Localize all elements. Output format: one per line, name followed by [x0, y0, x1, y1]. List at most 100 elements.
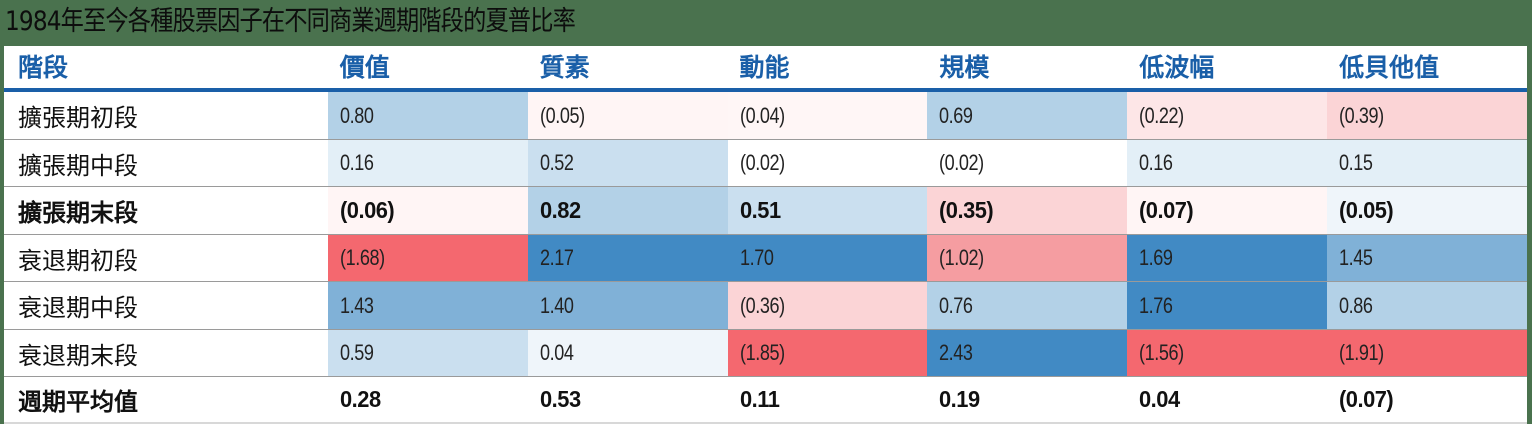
row-label: 衰退期初段: [18, 246, 138, 275]
column-header-value: 價值: [339, 53, 390, 82]
heatmap-cell: (0.36): [727, 282, 928, 329]
heatmap-cell: 0.76: [927, 282, 1128, 329]
cell-value: (0.07): [1139, 197, 1194, 223]
cell-value: (0.05): [1339, 197, 1394, 223]
heatmap-cell: (0.02): [927, 140, 1128, 186]
heatmap-cell: 0.52: [527, 140, 728, 186]
cell-value: 0.82: [539, 197, 581, 223]
cell-value: 1.69: [1139, 245, 1173, 270]
cell-value: 1.43: [339, 292, 374, 318]
heatmap-cell: (0.35): [927, 187, 1128, 234]
cell-value: (0.36): [739, 292, 785, 318]
row-label: 週期平均值: [18, 388, 138, 416]
chart-title: 1984年至今各種股票因子在不同商業週期階段的夏普比率: [5, 6, 576, 37]
table-row: 擴張期末段 (0.06) 0.82 0.51 (0.35) (0.07) (0.05): [4, 187, 1528, 235]
table-row: 衰退期末段 0.59 0.04 (1.85) 2.43 (1.56) (1.91): [4, 330, 1528, 377]
column-header-momentum: 動能: [739, 53, 790, 82]
heatmap-cell: 0.16: [1127, 140, 1328, 186]
table-row: 衰退期中段 1.43 1.40 (0.36) 0.76 1.76 0.86: [4, 282, 1528, 330]
row-label: 擴張期初段: [18, 104, 138, 132]
cell-value: (0.04): [739, 102, 785, 128]
heatmap-cell: (0.22): [1127, 92, 1328, 139]
table-row: 衰退期初段 (1.68) 2.17 1.70 (1.02) 1.69 1.45: [4, 235, 1528, 282]
cell-value: 0.86: [1339, 292, 1373, 318]
heatmap-cell: (0.39): [1327, 92, 1528, 139]
heatmap-cell: 0.19: [927, 377, 1128, 422]
heatmap-cell: (1.85): [727, 330, 928, 376]
heatmap-cell: 1.69: [1127, 235, 1328, 281]
cell-value: 2.43: [939, 340, 973, 365]
heatmap-cell: 1.70: [727, 235, 928, 281]
cell-value: (1.85): [739, 340, 785, 365]
cell-value: (1.56): [1139, 340, 1184, 365]
heatmap-cell: 0.04: [527, 330, 728, 376]
cell-value: (0.39): [1339, 102, 1384, 128]
cell-value: 0.80: [339, 102, 374, 128]
cell-value: 0.51: [739, 197, 781, 223]
cell-value: 0.11: [739, 386, 780, 412]
cell-value: (1.91): [1339, 340, 1384, 365]
cell-value: 0.52: [539, 150, 574, 175]
cell-value: 0.19: [939, 386, 981, 412]
heatmap-cell: (0.04): [727, 92, 928, 139]
heatmap-cell: 1.40: [527, 282, 728, 329]
cell-value: 0.69: [939, 102, 973, 128]
row-label: 衰退期末段: [18, 341, 138, 370]
cell-value: 0.53: [539, 386, 581, 412]
cell-value: 0.76: [939, 292, 973, 318]
cell-value: 1.45: [1339, 245, 1373, 270]
cell-value: 0.16: [1139, 150, 1173, 175]
heatmap-cell: 1.76: [1127, 282, 1328, 329]
row-label: 擴張期中段: [18, 151, 138, 180]
heatmap-cell: 0.82: [527, 187, 728, 234]
table-header-row: 階段 價值 質素 動能 規模 低波幅 低貝他值: [4, 46, 1527, 92]
cell-value: (0.02): [939, 150, 985, 175]
cell-value: 0.28: [339, 386, 381, 412]
cell-value: 0.16: [339, 150, 374, 175]
cell-value: (0.07): [1339, 386, 1394, 412]
cell-value: 2.17: [539, 245, 574, 270]
heatmap-cell: 2.43: [927, 330, 1128, 376]
column-header-size: 規模: [939, 53, 990, 82]
table-row: 擴張期初段 0.80 (0.05) (0.04) 0.69 (0.22) (0.39): [4, 92, 1528, 140]
heatmap-cell: 0.04: [1127, 377, 1328, 422]
cell-value: (0.35): [939, 197, 994, 223]
heatmap-cell: 1.45: [1327, 235, 1528, 281]
heatmap-cell: (1.02): [927, 235, 1128, 281]
heatmap-cell: 0.80: [327, 92, 528, 139]
table-row: 擴張期中段 0.16 0.52 (0.02) (0.02) 0.16 0.15: [4, 140, 1528, 187]
row-label: 擴張期末段: [18, 199, 138, 227]
heatmap-cell: 0.11: [727, 377, 928, 422]
cell-value: (0.22): [1139, 102, 1184, 128]
heatmap-cell: (0.07): [1127, 187, 1328, 234]
heatmap-cell: 0.28: [327, 377, 528, 422]
heatmap-cell: (0.06): [327, 187, 528, 234]
column-header-low-beta: 低貝他值: [1339, 53, 1440, 82]
cell-value: 0.04: [539, 340, 574, 365]
heatmap-cell: (0.05): [1327, 187, 1528, 234]
heatmap-cell: 2.17: [527, 235, 728, 281]
column-header-low-volatility: 低波幅: [1139, 53, 1215, 82]
table-row: 週期平均值 0.28 0.53 0.11 0.19 0.04 (0.07): [4, 377, 1528, 424]
cell-value: 1.76: [1139, 292, 1173, 318]
cell-value: (1.68): [339, 245, 385, 270]
cell-value: 1.70: [739, 245, 774, 270]
cell-value: (0.06): [339, 197, 395, 223]
heatmap-cell: 0.69: [927, 92, 1128, 139]
cell-value: (0.02): [739, 150, 785, 175]
column-header-stage: 階段: [18, 53, 69, 82]
cell-value: (1.02): [939, 245, 985, 270]
heatmap-cell: 0.51: [727, 187, 928, 234]
cell-value: 1.40: [539, 292, 574, 318]
heatmap-cell: (1.91): [1327, 330, 1528, 376]
heatmap-cell: 1.43: [327, 282, 528, 329]
cell-value: 0.04: [1139, 386, 1180, 412]
heatmap-cell: 0.16: [327, 140, 528, 186]
heatmap-cell: (0.05): [527, 92, 728, 139]
heatmap-cell: 0.59: [327, 330, 528, 376]
cell-value: 0.59: [339, 340, 374, 365]
heatmap-cell: 0.53: [527, 377, 728, 422]
cell-value: 0.15: [1339, 150, 1373, 175]
heatmap-cell: (1.68): [327, 235, 528, 281]
heatmap-cell: 0.86: [1327, 282, 1528, 329]
